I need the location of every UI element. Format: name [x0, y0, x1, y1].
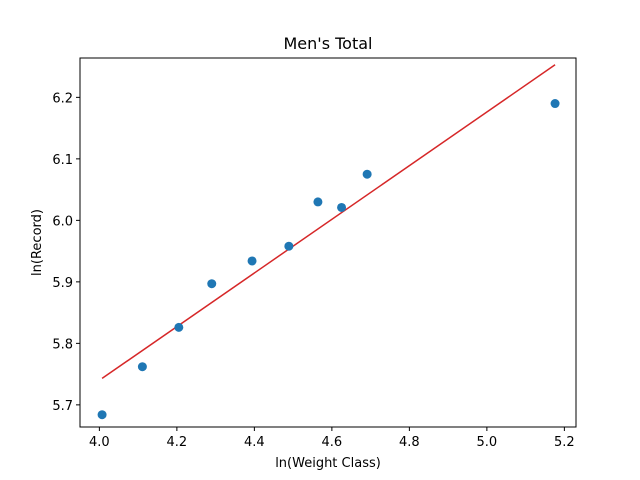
data-point [337, 202, 347, 212]
y-axis: 5.7 5.8 5.9 6.0 6.1 6.2 [52, 91, 80, 414]
x-tick-label: 4.2 [167, 435, 188, 450]
x-tick-label: 5.0 [477, 435, 498, 450]
x-axis-label: ln(Weight Class) [275, 456, 381, 471]
data-point [97, 410, 107, 420]
y-tick-label: 5.8 [52, 337, 73, 352]
x-tick-label: 4.8 [399, 435, 420, 450]
data-point [362, 169, 372, 179]
y-tick-label: 6.2 [52, 91, 73, 106]
data-point [284, 241, 294, 251]
data-point [174, 322, 184, 332]
data-point [313, 197, 323, 207]
x-tick-label: 4.6 [322, 435, 343, 450]
data-point [137, 362, 147, 372]
y-tick-label: 6.1 [52, 153, 73, 168]
x-axis: 4.0 4.2 4.4 4.6 4.8 5.0 5.2 [89, 427, 575, 450]
y-tick-label: 5.9 [52, 276, 73, 291]
x-tick-label: 4.0 [89, 435, 110, 450]
y-tick-label: 6.0 [52, 214, 73, 229]
data-point [207, 279, 217, 289]
chart-title: Men's Total [284, 34, 373, 53]
x-tick-label: 4.4 [244, 435, 265, 450]
data-point [550, 99, 560, 109]
data-point [247, 256, 257, 266]
y-axis-label: ln(Record) [30, 209, 45, 276]
x-tick-label: 5.2 [554, 435, 575, 450]
axes-frame [79, 57, 577, 428]
plot-area [97, 64, 560, 420]
y-tick-label: 5.7 [52, 399, 73, 414]
